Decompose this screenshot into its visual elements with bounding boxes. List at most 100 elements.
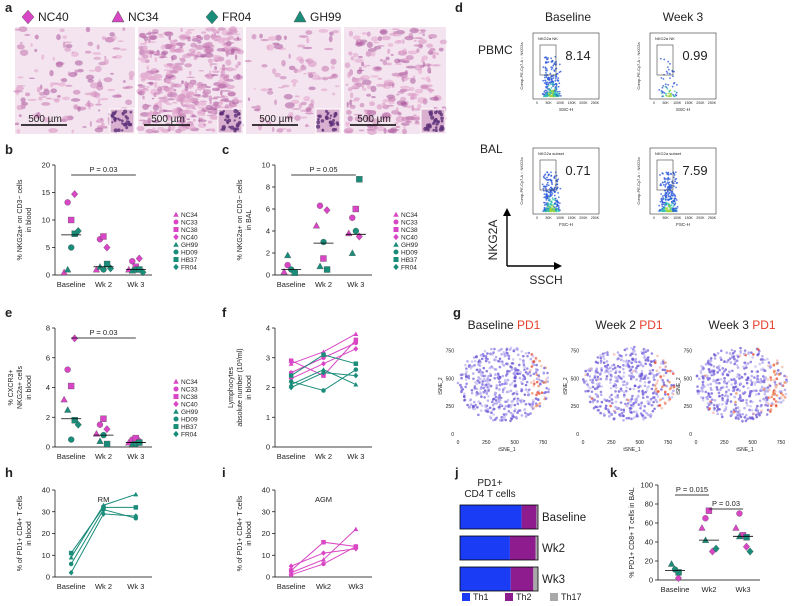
tissue — [407, 50, 418, 55]
tissue — [305, 123, 309, 128]
y-tick-label: 40 — [262, 486, 270, 495]
flow-event — [556, 203, 559, 206]
flow-x-tick: 200K — [579, 101, 588, 105]
flow-event — [661, 172, 664, 175]
flow-event — [549, 179, 551, 181]
tissue — [139, 42, 147, 46]
tsne-cell — [486, 399, 490, 402]
tsne-cell — [658, 404, 661, 407]
tsne-cell — [644, 362, 647, 366]
legend-marker — [393, 241, 399, 247]
tsne-cell — [509, 411, 513, 415]
tsne-cell — [485, 410, 489, 413]
tsne-cell — [643, 405, 647, 408]
flow-x-label: SSC-H — [676, 107, 690, 112]
tsne-cell — [459, 383, 462, 387]
tissue — [214, 103, 218, 108]
flow-event — [664, 83, 667, 86]
tsne-cell — [763, 358, 767, 362]
tissue — [288, 53, 291, 59]
legend-label: HB37 — [401, 257, 418, 264]
tissue — [385, 62, 393, 66]
tsne-cell — [514, 376, 517, 379]
tsne-cell — [523, 377, 527, 381]
tsne-cell — [485, 383, 488, 387]
tissue — [431, 64, 441, 67]
tissue — [136, 125, 145, 132]
data-point — [133, 505, 139, 510]
y-tick-label: 2 — [266, 383, 270, 392]
inset-cell — [326, 113, 329, 116]
tsne-cell — [622, 371, 626, 375]
tissue — [60, 78, 64, 81]
inset-cell — [233, 119, 236, 122]
tsne-cell — [526, 367, 529, 370]
flow-event — [671, 206, 673, 209]
tissue — [357, 77, 365, 81]
tsne-cell — [755, 406, 758, 410]
tissue — [236, 73, 241, 80]
tissue — [410, 96, 415, 100]
flow-event — [668, 178, 671, 181]
inset-cell — [434, 126, 438, 130]
data-point — [64, 199, 71, 206]
tissue — [153, 53, 161, 56]
tissue — [330, 58, 337, 65]
tissue — [217, 29, 220, 34]
tsne-cell — [492, 407, 496, 411]
y-tick-label: 4 — [266, 227, 270, 236]
scale-label: 500 µm — [28, 114, 62, 125]
tsne-cell — [492, 351, 495, 354]
tissue — [94, 65, 102, 73]
tsne-cell — [696, 389, 699, 393]
tissue — [387, 43, 394, 47]
tsne-cell — [780, 384, 784, 387]
tsne-cell — [646, 376, 650, 380]
tsne-cell — [738, 409, 742, 412]
flow-event — [554, 94, 557, 97]
tsne-cell — [721, 393, 724, 397]
tissue — [147, 70, 157, 74]
flow-event — [663, 91, 666, 94]
legend-marker — [173, 241, 179, 247]
tsne-cell — [720, 386, 723, 390]
flow-x-tick: 150K — [685, 101, 694, 105]
tsne-cell — [629, 368, 633, 371]
tsne-cell — [743, 361, 746, 365]
tsne-cell — [516, 402, 520, 406]
flow-event — [545, 74, 548, 77]
tsne-cell — [626, 381, 629, 385]
inset-cell — [440, 116, 444, 121]
legend-marker — [173, 219, 179, 225]
flow-event — [673, 90, 676, 93]
y-tick-label: 0 — [46, 573, 50, 582]
tsne-cell — [730, 383, 733, 386]
tsne-cell — [622, 410, 626, 414]
tissue — [265, 120, 270, 124]
flow-event — [673, 203, 676, 206]
tsne-cell — [707, 393, 711, 396]
flow-event — [555, 90, 558, 93]
tsne-cell — [469, 403, 473, 406]
tsne-cell — [742, 365, 745, 369]
tsne-x-tick: 0 — [582, 440, 585, 446]
tissue — [334, 85, 340, 88]
y-tick-label: 0 — [46, 271, 50, 280]
tsne-cell — [599, 359, 603, 363]
tissue — [344, 127, 354, 134]
flow-event — [557, 196, 560, 199]
tissue — [439, 39, 447, 45]
tissue — [72, 89, 81, 95]
flow-event — [558, 71, 561, 74]
flow-event — [545, 209, 548, 212]
tsne-cell — [759, 387, 763, 391]
tsne-cell — [743, 372, 747, 376]
flow-event — [547, 77, 550, 80]
tsne-x-tick: 0 — [457, 440, 460, 446]
tsne-cell — [669, 386, 673, 389]
inset-cell — [118, 118, 122, 122]
tissue — [117, 40, 124, 42]
inset-cell — [225, 114, 230, 119]
tissue — [96, 118, 105, 124]
tissue — [358, 55, 363, 59]
